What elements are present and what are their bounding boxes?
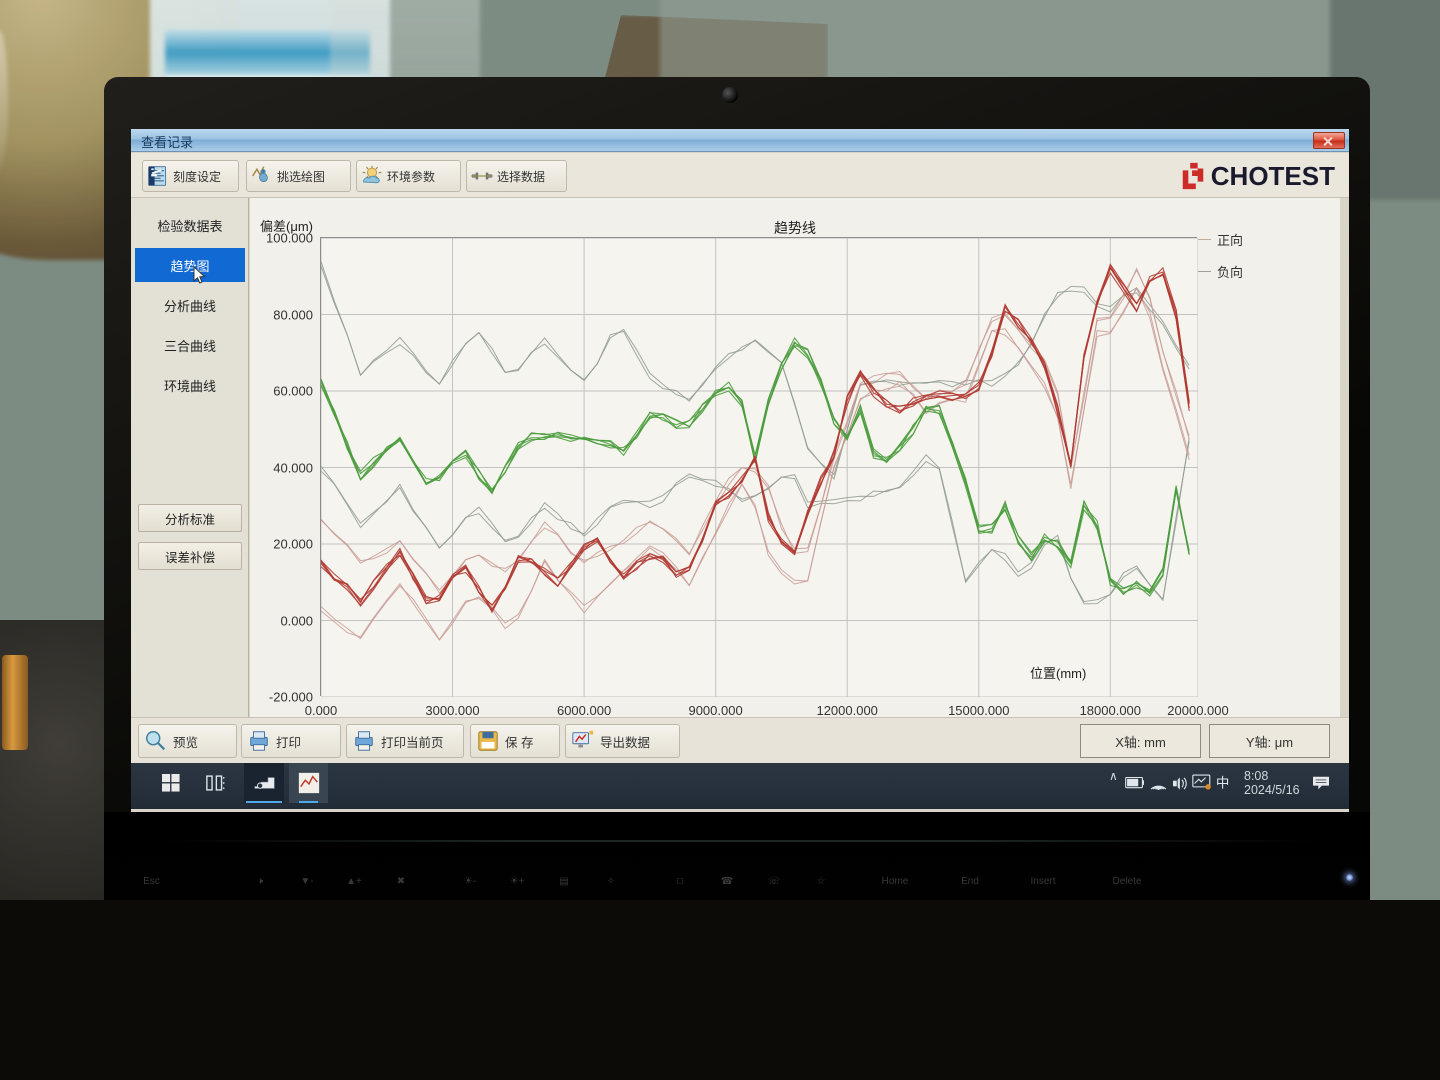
svg-text:中: 中: [1216, 776, 1230, 791]
